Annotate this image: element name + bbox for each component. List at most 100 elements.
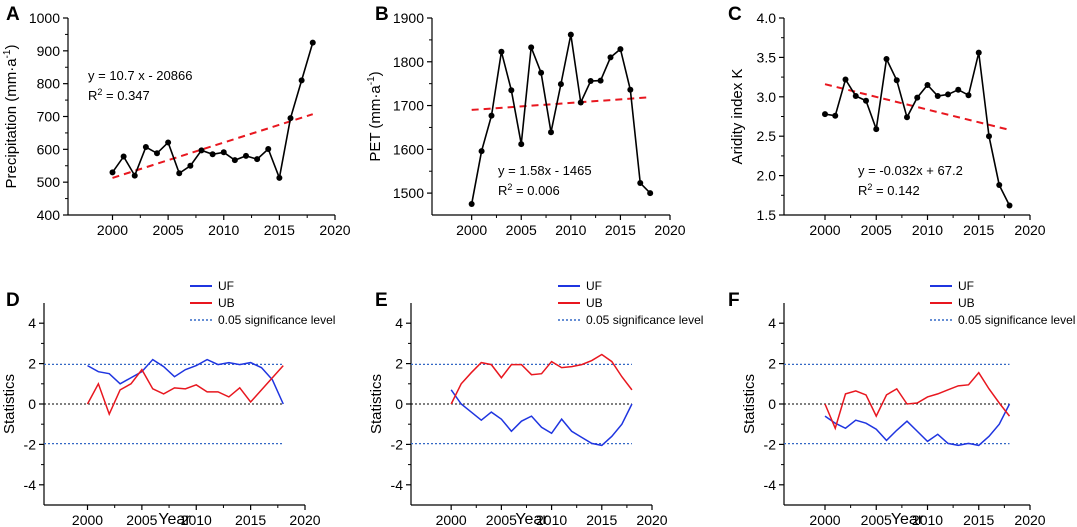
data-point	[863, 97, 869, 104]
data-point	[822, 111, 828, 118]
trend-equation: y = 1.58x - 1465	[498, 163, 592, 178]
data-point	[914, 94, 921, 101]
data-point	[975, 49, 982, 56]
x-tick-label: 2010	[912, 222, 943, 238]
y-axis-label: Statistics	[1, 374, 18, 434]
y-tick-label: -2	[24, 436, 37, 452]
data-point	[597, 77, 604, 84]
y-axis-label: Aridity index K	[729, 69, 746, 165]
x-axis-label: Year	[515, 511, 548, 527]
trend-line	[824, 83, 1010, 131]
panel-label: B	[375, 4, 389, 25]
legend-label: UB	[586, 296, 603, 310]
legend-label: 0.05 significance level	[218, 313, 335, 327]
x-tick-label: 2005	[861, 222, 892, 238]
y-tick-label: 400	[37, 207, 61, 223]
y-tick-label: 2	[395, 356, 403, 372]
legend-label: UF	[586, 279, 602, 293]
y-tick-label: 600	[37, 141, 61, 157]
y-axis-label: Statistics	[741, 374, 758, 434]
series-line	[111, 42, 314, 181]
y-tick-label: 0	[28, 396, 36, 412]
series-line-uf	[824, 403, 1011, 447]
y-axis-label: Precipitation (mm·a-1)	[2, 45, 20, 189]
series-line-ub	[86, 365, 284, 417]
y-tick-label: 1000	[29, 10, 60, 26]
data-point	[832, 112, 839, 119]
data-point	[945, 91, 951, 98]
r-squared: R2 = 0.347	[88, 87, 150, 103]
data-point	[154, 150, 160, 157]
data-point	[243, 152, 249, 159]
data-point	[996, 182, 1003, 189]
x-tick-label: 2020	[636, 512, 667, 527]
x-axis-label: Year	[158, 511, 191, 527]
data-point	[607, 54, 614, 61]
data-point	[165, 139, 172, 146]
data-point	[508, 87, 515, 94]
data-point	[548, 129, 554, 136]
legend-label: UF	[958, 279, 974, 293]
data-point	[637, 180, 644, 187]
y-tick-label: 700	[37, 109, 61, 125]
panel-d: D 2000 2005 2010 2015 2020 -4 -2 0 2 4 Statistics Ye…	[1, 279, 335, 527]
y-tick-label: 3.5	[757, 49, 777, 65]
series-line	[470, 34, 651, 205]
data-point	[276, 174, 283, 181]
x-tick-label: 2010	[912, 512, 943, 527]
r-squared: R2 = 0.006	[498, 182, 560, 198]
data-point	[109, 169, 116, 176]
x-tick-label: 2000	[456, 222, 487, 238]
legend-label: UB	[218, 296, 235, 310]
panel-label: D	[6, 290, 20, 311]
y-tick-label: 500	[37, 174, 61, 190]
data-point	[1006, 202, 1013, 209]
x-tick-label: 2005	[861, 512, 892, 527]
x-tick-label: 2005	[126, 512, 157, 527]
y-tick-label: 4	[28, 315, 36, 331]
x-tick-label: 2010	[181, 512, 212, 527]
data-point	[986, 133, 992, 140]
data-point	[176, 170, 183, 177]
x-tick-label: 2015	[963, 222, 994, 238]
data-point	[131, 172, 138, 179]
data-point	[287, 115, 294, 122]
x-tick-label: 2000	[72, 512, 103, 527]
x-tick-label: 2015	[963, 512, 994, 527]
trend-equation: y = 10.7 x - 20866	[88, 68, 192, 83]
data-point	[265, 146, 272, 153]
data-point	[309, 39, 316, 46]
x-tick-label: 2005	[153, 222, 184, 238]
legend-label: UB	[958, 296, 975, 310]
data-point	[577, 99, 584, 106]
y-tick-label: 3.0	[757, 89, 777, 105]
y-tick-label: -4	[391, 477, 404, 493]
data-point	[231, 157, 238, 164]
y-tick-label: 800	[37, 76, 61, 92]
x-tick-label: 2010	[536, 512, 567, 527]
series-line-uf	[450, 389, 633, 447]
data-point	[528, 44, 535, 51]
x-tick-label: 2015	[264, 222, 295, 238]
series-line-uf	[87, 358, 284, 405]
data-point	[557, 81, 564, 88]
x-tick-label: 2005	[486, 512, 517, 527]
data-point	[647, 190, 654, 197]
series-line-ub	[824, 371, 1011, 431]
y-tick-label: 1500	[393, 185, 424, 201]
y-axis-label: PET (mm·a-1)	[366, 71, 384, 161]
data-point	[298, 77, 305, 84]
x-tick-label: 2015	[586, 512, 617, 527]
legend: UF UB 0.05 significance level	[930, 279, 1075, 327]
data-point	[254, 156, 261, 163]
data-point	[893, 77, 900, 84]
trend-line	[471, 96, 651, 111]
data-point	[468, 201, 475, 208]
y-tick-label: 1800	[393, 54, 424, 70]
y-tick-label: 2.5	[757, 128, 777, 144]
x-tick-label: 2020	[319, 222, 350, 238]
trend-equation: y = -0.032x + 67.2	[858, 163, 963, 178]
y-tick-label: -2	[391, 436, 404, 452]
y-tick-label: 2.0	[757, 168, 777, 184]
y-tick-label: 900	[37, 43, 61, 59]
